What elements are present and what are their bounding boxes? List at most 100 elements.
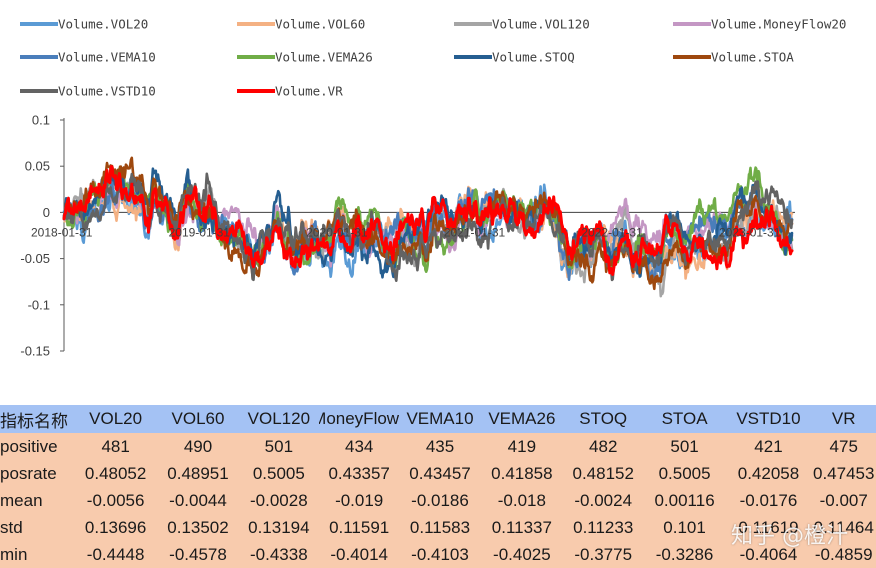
y-axis: 0.1 0.05 0 -0.05 -0.1 -0.15 [20, 113, 65, 359]
table-cell: 0.11233 [562, 514, 644, 541]
table-cell: -0.4338 [238, 541, 320, 568]
table-cell: -0.018 [480, 487, 563, 514]
table-cell: 0.48152 [562, 460, 644, 487]
header-moneyflow: MoneyFlow [319, 405, 400, 433]
table-cell: 481 [73, 433, 158, 460]
x-tick-labels: 2018-01-31 2019-01-31 2020-01-31 2021-01-31… [31, 225, 781, 239]
legend-label: Volume.VEMA10 [58, 50, 156, 65]
y-tick-label: -0.05 [20, 251, 50, 266]
legend-item: Volume.VSTD10 [20, 84, 156, 99]
x-tick-label: 2018-01-31 [31, 225, 93, 239]
table-row: mean -0.0056 -0.0044 -0.0028 -0.019 -0.0186 -0… [0, 487, 876, 514]
watermark: 知乎 @橙汁 [731, 524, 848, 549]
table-cell: 490 [157, 433, 239, 460]
table-cell: 0.43357 [319, 460, 400, 487]
table-cell: -0.0056 [73, 487, 158, 514]
legend-item: Volume.VEMA10 [20, 50, 156, 65]
table-cell: -0.4014 [319, 541, 400, 568]
table-cell: 475 [811, 433, 876, 460]
stats-table: 指标名称 VOL20 VOL60 VOL120 MoneyFlow VEMA10… [0, 405, 876, 568]
x-tick-label: 2021-01-31 [444, 225, 506, 239]
header-vema26: VEMA26 [480, 405, 563, 433]
table-row: posrate 0.48052 0.48951 0.5005 0.43357 0.4345… [0, 460, 876, 487]
series-line [62, 165, 794, 276]
table-cell: -0.4859 [811, 541, 876, 568]
y-tick-label: 0.05 [25, 159, 50, 174]
table-cell: 0.101 [643, 514, 726, 541]
table-cell: 0.48052 [73, 460, 158, 487]
table-cell: -0.4448 [73, 541, 158, 568]
table-cell: -0.0028 [238, 487, 320, 514]
table-cell: 0.47453 [811, 460, 876, 487]
table-row: min -0.4448 -0.4578 -0.4338 -0.4014 -0.4103 -0… [0, 541, 876, 568]
x-tick-label: 2019-01-31 [169, 225, 231, 239]
legend-item: Volume.VEMA26 [237, 50, 373, 65]
row-label: mean [0, 487, 74, 514]
table-cell: 0.00116 [643, 487, 726, 514]
chart-svg: Volume.VOL20 Volume.VOL60 Volume.VOL120 Vol… [20, 17, 846, 359]
legend-item: Volume.VR [237, 84, 343, 99]
legend-label: Volume.VOL20 [58, 17, 148, 32]
chart-legend: Volume.VOL20 Volume.VOL60 Volume.VOL120 Vol… [20, 17, 846, 99]
table-cell: 501 [238, 433, 320, 460]
line-chart: Volume.VOL20 Volume.VOL60 Volume.VOL120 Vol… [20, 17, 846, 359]
header-vol60: VOL60 [157, 405, 239, 433]
table-cell: 0.11619 [725, 514, 812, 541]
row-label: std [0, 514, 74, 541]
table-cell: 0.11591 [319, 514, 400, 541]
table-cell: 0.5005 [238, 460, 320, 487]
legend-item: Volume.VOL60 [237, 17, 365, 32]
legend-item: Volume.VOL120 [454, 17, 590, 32]
table-cell: -0.4025 [480, 541, 563, 568]
y-tick-label: 0 [43, 205, 50, 220]
table-header-row: 指标名称 VOL20 VOL60 VOL120 MoneyFlow VEMA10… [0, 405, 876, 433]
table-cell: 0.5005 [643, 460, 726, 487]
table-cell: -0.007 [811, 487, 876, 514]
table-cell: -0.0186 [399, 487, 481, 514]
row-label: positive [0, 433, 74, 460]
y-tick-label: -0.15 [20, 344, 50, 359]
x-tick-label: 2022-01-31 [581, 225, 643, 239]
table-cell: -0.4103 [399, 541, 481, 568]
legend-label: Volume.VOL120 [492, 17, 590, 32]
header-vstd10: VSTD10 [725, 405, 812, 433]
legend-label: Volume.VR [275, 84, 343, 99]
table-row: std 0.13696 0.13502 0.13194 0.11591 0.11583 0.… [0, 514, 876, 541]
table-cell: 0.13696 [73, 514, 158, 541]
table-cell: 501 [643, 433, 726, 460]
table-cell: 0.48951 [157, 460, 239, 487]
table-cell: -0.3775 [562, 541, 644, 568]
table-cell: 419 [480, 433, 563, 460]
series-line [62, 156, 794, 291]
table-cell: 0.43457 [399, 460, 481, 487]
header-vol20: VOL20 [73, 405, 158, 433]
header-indicator-name: 指标名称 [0, 405, 74, 433]
x-tick-label: 2020-01-31 [306, 225, 368, 239]
row-label: min [0, 541, 74, 568]
table-row: positive 481 490 501 434 435 419 482 501 421 475 [0, 433, 876, 460]
table-cell: -0.4578 [157, 541, 239, 568]
table-cell: 435 [399, 433, 481, 460]
table-cell: 434 [319, 433, 400, 460]
table-cell: -0.0044 [157, 487, 239, 514]
legend-label: Volume.VSTD10 [58, 84, 156, 99]
table-cell: 0.11337 [480, 514, 563, 541]
table-cell: -0.3286 [643, 541, 726, 568]
header-vr: VR [811, 405, 876, 433]
legend-label: Volume.STOA [711, 50, 794, 65]
legend-item: Volume.VOL20 [20, 17, 148, 32]
table-cell: 0.13194 [238, 514, 320, 541]
series-lines [62, 156, 794, 298]
legend-label: Volume.MoneyFlow20 [711, 17, 846, 32]
table-cell: -0.4064 [725, 541, 812, 568]
table-cell: 482 [562, 433, 644, 460]
table-cell: -0.0176 [725, 487, 812, 514]
table-cell: 0.11583 [399, 514, 481, 541]
legend-item: Volume.STOQ [454, 50, 575, 65]
legend-item: Volume.MoneyFlow20 [673, 17, 846, 32]
legend-label: Volume.VEMA26 [275, 50, 373, 65]
table-cell: -0.019 [319, 487, 400, 514]
y-tick-label: -0.1 [28, 297, 50, 312]
header-stoq: STOQ [562, 405, 644, 433]
x-tick-label: 2023-01-31 [719, 225, 781, 239]
